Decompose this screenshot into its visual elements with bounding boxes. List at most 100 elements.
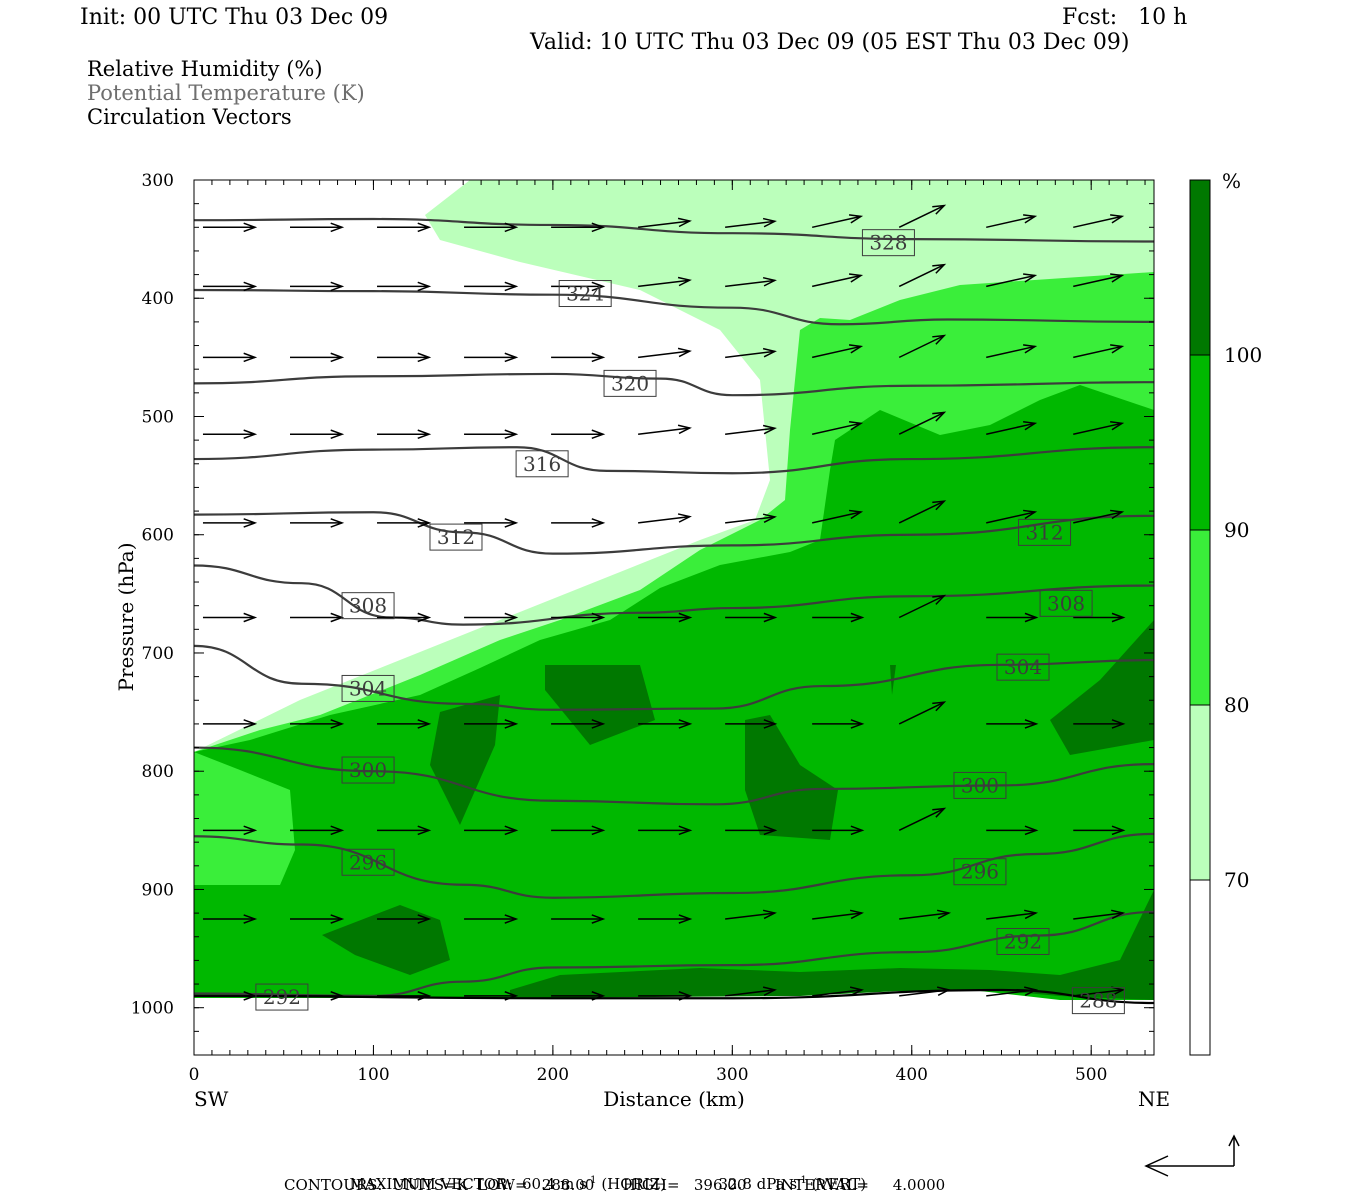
contour-label-292: 292 xyxy=(255,983,309,1011)
contour-labels: 328 324 320 316 312 308 304 300 300 296 296 292 292 3… xyxy=(255,229,1125,1015)
y-tick-label: 800 xyxy=(142,762,174,782)
svg-text:324: 324 xyxy=(566,282,604,306)
circulation-vector xyxy=(898,701,947,725)
vert-suffix: (VERT) xyxy=(806,1175,867,1193)
colorbar-tick-label: 90 xyxy=(1224,518,1249,542)
colorbar-swatch xyxy=(1189,879,1211,1056)
x-axis-label: Distance (km) xyxy=(603,1087,745,1111)
circulation-vector xyxy=(725,825,778,836)
svg-text:316: 316 xyxy=(523,452,561,476)
circulation-vector xyxy=(551,281,606,292)
circulation-vector xyxy=(464,352,519,363)
svg-text:296: 296 xyxy=(961,860,999,884)
circulation-vector xyxy=(290,825,345,836)
circulation-vector xyxy=(551,914,606,924)
contour-label-296: 296 xyxy=(953,858,1007,886)
svg-text:320: 320 xyxy=(611,371,649,395)
circulation-vector xyxy=(638,347,692,359)
forecast-hour: Fcst: 10 h xyxy=(1062,5,1188,30)
circulation-vector xyxy=(202,825,258,836)
circulation-vector xyxy=(812,273,864,288)
circulation-vector xyxy=(638,513,692,524)
circulation-vector xyxy=(551,991,606,1001)
x-tick-label: 500 xyxy=(1075,1065,1107,1085)
circulation-vector xyxy=(986,273,1038,288)
circulation-vector xyxy=(986,825,1039,836)
y-axis-label: Pressure (hPa) xyxy=(114,543,138,692)
contour-label-308: 308 xyxy=(1039,589,1093,617)
contour-label-312: 312 xyxy=(429,523,483,551)
circulation-vector xyxy=(898,500,947,524)
circulation-vector xyxy=(202,991,258,1001)
theta-contour-300 xyxy=(194,746,1154,806)
circulation-vector xyxy=(812,509,864,524)
circulation-vector xyxy=(290,719,345,729)
y-tick-label: 900 xyxy=(142,880,174,900)
circulation-vector xyxy=(638,914,693,924)
circulation-vector xyxy=(986,986,1039,997)
circulation-vector xyxy=(377,612,432,623)
circulation-vector xyxy=(638,217,692,229)
max-vector-prefix: MAXIMUM VECTOR: xyxy=(349,1175,513,1193)
contours-footer: CONTOURS: UNITS=K LOW= 288.00 HIGH= 396.… xyxy=(284,1176,946,1194)
circulation-vector xyxy=(986,214,1038,229)
horiz-exp: -1 xyxy=(586,1175,597,1186)
circulation-vector xyxy=(290,612,345,623)
contour-label-288: 288 xyxy=(1071,987,1125,1015)
svg-text:308: 308 xyxy=(349,594,387,618)
circulation-vector xyxy=(551,429,606,440)
colorbar-tick-label: 70 xyxy=(1224,868,1249,892)
circulation-vector xyxy=(377,222,432,233)
circulation-vector xyxy=(377,281,432,292)
below-ground-curve xyxy=(194,991,1154,1055)
contour-label-320: 320 xyxy=(603,369,657,397)
colorbar-swatch xyxy=(1189,179,1211,356)
contour-label-292: 292 xyxy=(996,927,1050,955)
circulation-vector xyxy=(638,276,692,288)
circulation-vector xyxy=(812,825,865,836)
circulation-vector xyxy=(290,352,345,363)
circulation-vector xyxy=(986,421,1038,435)
legend-relative-humidity: Relative Humidity (%) xyxy=(87,57,323,81)
circulation-vector xyxy=(464,281,519,292)
circulation-vector xyxy=(898,411,947,435)
x-tick-label: 200 xyxy=(537,1065,569,1085)
circulation-vector xyxy=(551,719,606,729)
circulation-vector xyxy=(638,424,692,435)
y-tick-label: 400 xyxy=(142,289,174,309)
circulation-vector xyxy=(1073,273,1125,288)
circulation-vector xyxy=(638,991,693,1001)
circulation-vector xyxy=(464,518,519,528)
horiz-max-value: 60.4 m s xyxy=(521,1175,587,1193)
rh-above-100-regions xyxy=(322,620,1154,1000)
circulation-vector xyxy=(725,424,777,435)
theta-contour-312 xyxy=(194,511,1154,555)
x-tick-label: 300 xyxy=(716,1065,748,1085)
vert-max-value: 32.8 dPa s xyxy=(718,1175,798,1193)
circulation-vector xyxy=(202,612,258,623)
circulation-vector xyxy=(812,344,864,359)
contour-label-308: 308 xyxy=(341,592,395,620)
contour-label-324: 324 xyxy=(558,280,612,308)
contour-label-328: 328 xyxy=(861,229,915,257)
circulation-vector xyxy=(725,986,777,997)
max-vector-footer: MAXIMUM VECTOR: 60.4 m s-1 (HORIZ) 32.8 … xyxy=(340,1157,867,1193)
circulation-vector xyxy=(812,612,865,623)
circulation-vector xyxy=(986,509,1038,524)
circulation-vector xyxy=(812,421,864,435)
circulation-vector xyxy=(290,914,345,924)
circulation-vector xyxy=(638,612,693,623)
circulation-vector xyxy=(290,222,345,233)
plot-frame xyxy=(193,179,1155,1056)
svg-text:304: 304 xyxy=(349,676,387,700)
circulation-vector xyxy=(1073,825,1126,836)
svg-text:288: 288 xyxy=(1079,989,1117,1013)
circulation-vector xyxy=(725,276,777,288)
circulation-vector xyxy=(551,825,606,836)
circulation-vector xyxy=(898,263,947,288)
circulation-vector xyxy=(1073,612,1126,623)
rh-90-100-region xyxy=(194,385,1154,1055)
x-tick-label: 0 xyxy=(189,1065,200,1085)
circulation-vector xyxy=(899,986,952,997)
